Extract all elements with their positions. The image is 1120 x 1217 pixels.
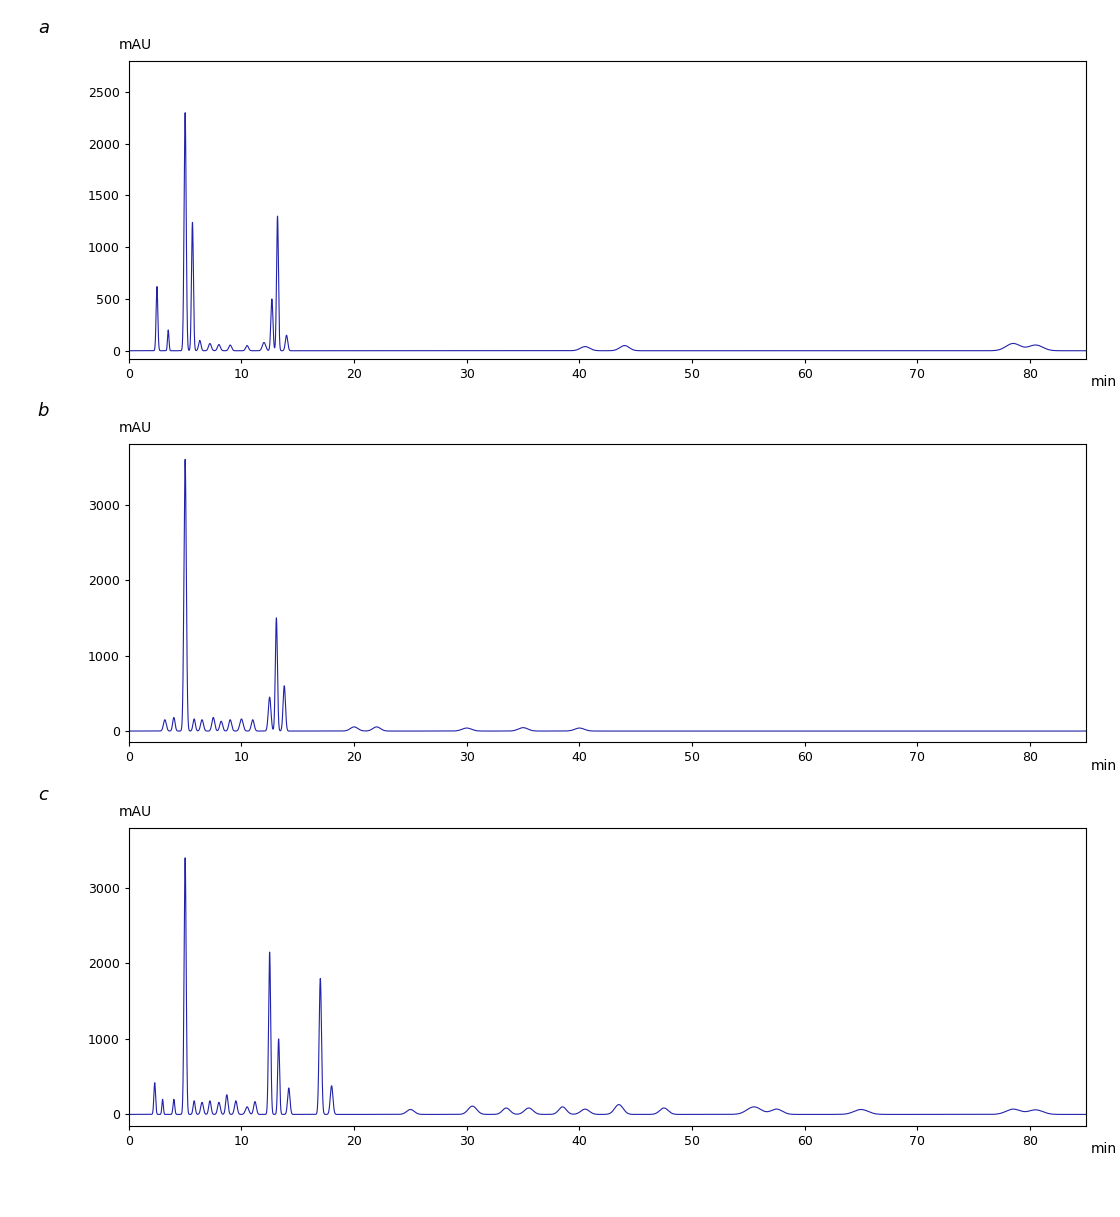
Text: min: min bbox=[1091, 375, 1118, 389]
Text: mAU: mAU bbox=[119, 421, 152, 436]
Text: a: a bbox=[38, 19, 49, 37]
Text: mAU: mAU bbox=[119, 38, 152, 52]
Text: b: b bbox=[38, 403, 49, 420]
Text: mAU: mAU bbox=[119, 804, 152, 819]
Text: c: c bbox=[38, 786, 48, 803]
Text: min: min bbox=[1091, 758, 1118, 773]
Text: min: min bbox=[1091, 1142, 1118, 1156]
